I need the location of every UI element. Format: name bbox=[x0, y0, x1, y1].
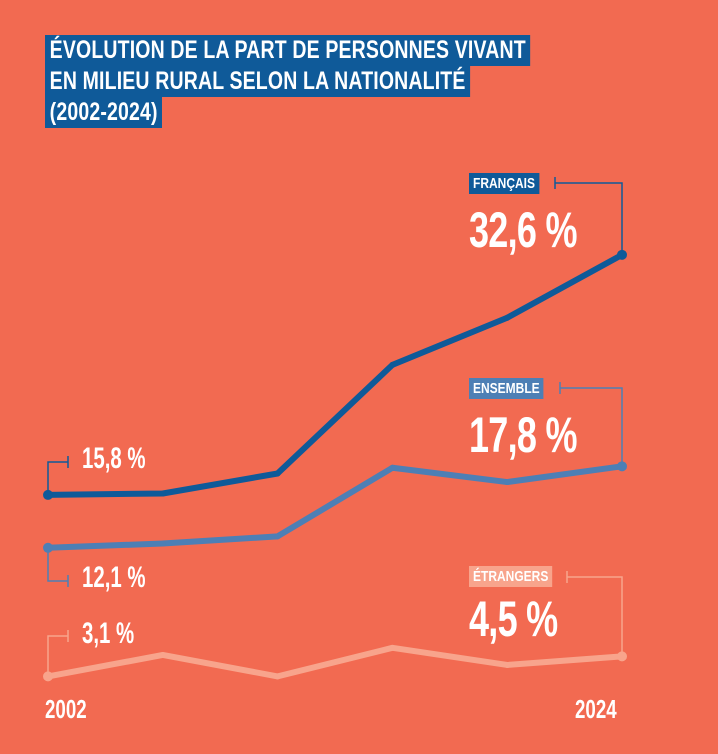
data-point-ensemble-0 bbox=[43, 542, 53, 553]
title-line-2: EN MILIEU RURAL SELON LA NATIONALITÉ bbox=[45, 66, 471, 97]
start-connector-ensemble bbox=[47, 547, 69, 587]
data-point-francais-4 bbox=[504, 314, 511, 321]
end-connector-etrangers bbox=[566, 571, 623, 657]
chart-title: ÉVOLUTION DE LA PART DE PERSONNES VIVANT… bbox=[45, 35, 667, 128]
legend-tag-etrangers: ÉTRANGERS bbox=[469, 566, 553, 587]
title-line-3: (2002-2024) bbox=[45, 97, 163, 128]
data-point-ensemble-3 bbox=[389, 464, 396, 471]
start-label-etrangers: 3,1 % bbox=[82, 617, 135, 650]
series-line-etrangers bbox=[45, 644, 625, 680]
start-connector-francais bbox=[47, 456, 69, 495]
data-point-etrangers-0 bbox=[43, 671, 53, 682]
data-point-ensemble-4 bbox=[504, 479, 511, 486]
data-point-francais-1 bbox=[159, 490, 166, 497]
end-label-etrangers: 4,5 % bbox=[469, 591, 558, 647]
start-label-francais: 15,8 % bbox=[82, 442, 146, 475]
data-point-francais-2 bbox=[274, 470, 281, 477]
data-point-ensemble-2 bbox=[274, 533, 281, 540]
data-point-francais-0 bbox=[43, 489, 53, 500]
data-point-ensemble-5 bbox=[617, 461, 627, 472]
end-connector-francais bbox=[554, 177, 623, 255]
data-point-etrangers-2 bbox=[274, 673, 281, 680]
data-point-etrangers-5 bbox=[617, 651, 627, 662]
start-connector-etrangers bbox=[47, 630, 69, 677]
series-line-francais bbox=[45, 251, 625, 498]
data-point-francais-5 bbox=[617, 249, 627, 260]
legend-tag-ensemble: ENSEMBLE bbox=[469, 378, 544, 399]
x-tick-2002: 2002 bbox=[45, 694, 87, 724]
end-connector-ensemble bbox=[559, 382, 623, 467]
end-label-ensemble: 17,8 % bbox=[469, 407, 577, 463]
data-point-francais-3 bbox=[389, 361, 396, 368]
title-line-1: ÉVOLUTION DE LA PART DE PERSONNES VIVANT bbox=[45, 35, 531, 66]
x-tick-2024: 2024 bbox=[575, 694, 617, 724]
start-label-ensemble: 12,1 % bbox=[82, 561, 146, 594]
legend-tag-francais: FRANÇAIS bbox=[469, 173, 539, 194]
end-label-francais: 32,6 % bbox=[469, 202, 577, 258]
data-point-etrangers-4 bbox=[504, 661, 511, 668]
data-point-etrangers-3 bbox=[389, 644, 396, 651]
data-point-ensemble-1 bbox=[159, 540, 166, 547]
series-line-ensemble bbox=[45, 463, 625, 551]
data-point-etrangers-1 bbox=[159, 651, 166, 658]
